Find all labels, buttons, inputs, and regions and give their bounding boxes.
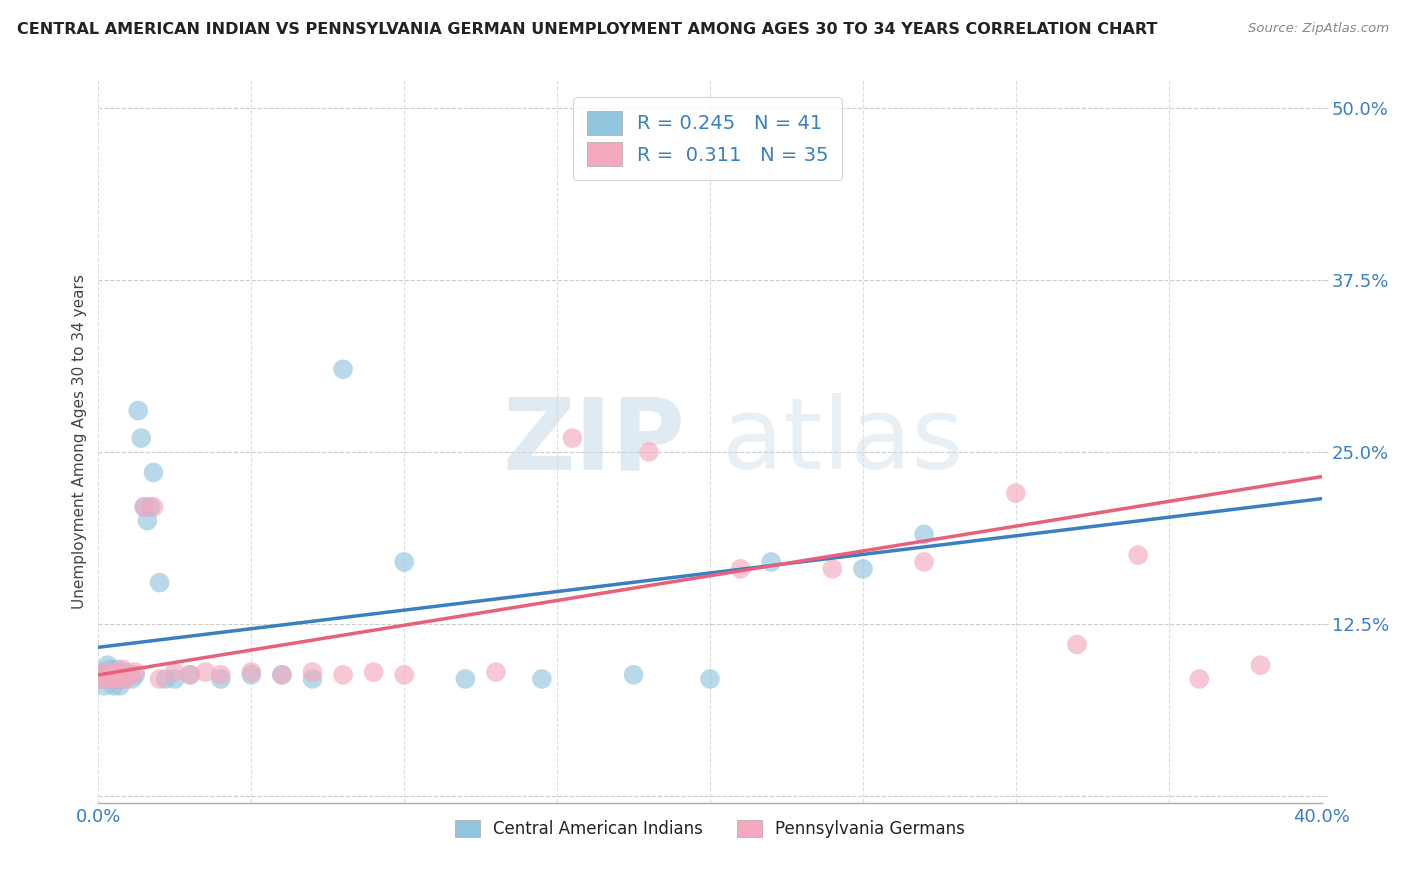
- Point: [1188, 672, 1211, 686]
- Point: [105, 662, 128, 676]
- Point: [134, 500, 156, 514]
- Point: [134, 500, 156, 514]
- Point: [821, 562, 844, 576]
- Point: [332, 362, 354, 376]
- Point: [194, 665, 217, 679]
- Point: [103, 679, 125, 693]
- Point: [139, 500, 162, 514]
- Point: [105, 672, 128, 686]
- Point: [90, 672, 112, 686]
- Point: [155, 672, 177, 686]
- Point: [108, 679, 131, 693]
- Point: [142, 466, 165, 480]
- Point: [1128, 548, 1150, 562]
- Point: [118, 668, 141, 682]
- Point: [270, 668, 292, 682]
- Point: [129, 431, 152, 445]
- Point: [93, 665, 115, 679]
- Point: [142, 500, 165, 514]
- Point: [127, 403, 149, 417]
- Point: [103, 672, 125, 686]
- Point: [115, 672, 138, 686]
- Point: [163, 672, 186, 686]
- Point: [97, 658, 120, 673]
- Point: [730, 562, 752, 576]
- Point: [111, 672, 134, 686]
- Point: [332, 668, 354, 682]
- Point: [209, 668, 232, 682]
- Point: [561, 431, 583, 445]
- Text: Source: ZipAtlas.com: Source: ZipAtlas.com: [1249, 22, 1389, 36]
- Text: atlas: atlas: [723, 393, 965, 490]
- Point: [454, 672, 477, 686]
- Point: [759, 555, 782, 569]
- Point: [108, 672, 131, 686]
- Point: [301, 665, 323, 679]
- Point: [485, 665, 508, 679]
- Point: [93, 679, 115, 693]
- Point: [136, 514, 159, 528]
- Point: [392, 668, 416, 682]
- Point: [149, 672, 172, 686]
- Point: [699, 672, 721, 686]
- Point: [637, 445, 661, 459]
- Point: [240, 668, 263, 682]
- Point: [97, 668, 120, 682]
- Point: [103, 668, 125, 682]
- Point: [100, 662, 122, 676]
- Point: [100, 668, 122, 682]
- Point: [97, 672, 120, 686]
- Point: [179, 668, 201, 682]
- Y-axis label: Unemployment Among Ages 30 to 34 years: Unemployment Among Ages 30 to 34 years: [72, 274, 87, 609]
- Point: [115, 665, 138, 679]
- Point: [108, 668, 131, 682]
- Point: [93, 665, 115, 679]
- Point: [209, 672, 232, 686]
- Point: [240, 665, 263, 679]
- Point: [301, 672, 323, 686]
- Legend: Central American Indians, Pennsylvania Germans: Central American Indians, Pennsylvania G…: [449, 814, 972, 845]
- Point: [623, 668, 645, 682]
- Point: [363, 665, 385, 679]
- Point: [124, 668, 146, 682]
- Point: [121, 672, 143, 686]
- Point: [163, 665, 186, 679]
- Point: [111, 662, 134, 676]
- Text: ZIP: ZIP: [503, 393, 686, 490]
- Point: [912, 555, 935, 569]
- Text: CENTRAL AMERICAN INDIAN VS PENNSYLVANIA GERMAN UNEMPLOYMENT AMONG AGES 30 TO 34 : CENTRAL AMERICAN INDIAN VS PENNSYLVANIA …: [17, 22, 1157, 37]
- Point: [530, 672, 553, 686]
- Point: [124, 665, 146, 679]
- Point: [100, 672, 122, 686]
- Point: [149, 575, 172, 590]
- Point: [1249, 658, 1271, 673]
- Point: [852, 562, 875, 576]
- Point: [392, 555, 416, 569]
- Point: [1004, 486, 1026, 500]
- Point: [90, 672, 112, 686]
- Point: [270, 668, 292, 682]
- Point: [912, 527, 935, 541]
- Point: [1066, 638, 1088, 652]
- Point: [118, 668, 141, 682]
- Point: [105, 665, 128, 679]
- Point: [179, 668, 201, 682]
